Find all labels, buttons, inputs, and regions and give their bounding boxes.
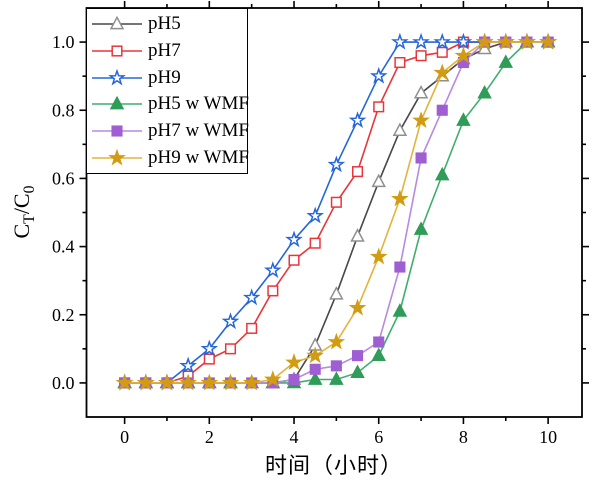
svg-text:0.8: 0.8 — [52, 100, 75, 120]
svg-text:2: 2 — [205, 427, 214, 447]
svg-text:0.6: 0.6 — [52, 168, 75, 188]
legend-label-ph7: pH7 — [148, 39, 181, 61]
svg-text:10: 10 — [539, 427, 557, 447]
legend-item-ph5: pH5 — [91, 12, 247, 37]
legend-marker-ph5-wmf-icon — [91, 93, 143, 115]
legend-marker-ph7-icon — [91, 40, 143, 62]
svg-text:8: 8 — [459, 427, 468, 447]
svg-text:0.0: 0.0 — [52, 373, 75, 393]
legend-marker-ph7-wmf-icon — [91, 120, 143, 142]
legend-marker-ph9-wmf-icon — [91, 147, 143, 169]
legend-item-ph7-wmf: pH7 w WMF — [91, 118, 249, 143]
legend-item-ph9: pH9 — [91, 65, 247, 90]
svg-text:0: 0 — [120, 427, 129, 447]
legend: pH5 pH7 pH9 pH5 w WMF pH7 w WMF pH9 w WM… — [86, 8, 249, 174]
legend-item-ph5-wmf: pH5 w WMF — [91, 92, 249, 117]
legend-label-ph9-wmf: pH9 w WMF — [148, 146, 249, 168]
legend-item-ph7: pH7 — [91, 38, 247, 63]
legend-marker-ph5-icon — [91, 13, 143, 35]
legend-marker-ph9-icon — [91, 67, 143, 89]
legend-label-ph5-wmf: pH5 w WMF — [148, 93, 249, 115]
legend-label-ph7-wmf: pH7 w WMF — [148, 119, 249, 141]
x-axis-title: 时间（小时） — [264, 453, 403, 478]
legend-label-ph5: pH5 — [148, 13, 181, 35]
y-axis-title: CT/C0 — [8, 185, 39, 239]
legend-item-ph9-wmf: pH9 w WMF — [91, 145, 249, 170]
svg-text:1.0: 1.0 — [52, 32, 75, 52]
legend-label-ph9: pH9 — [148, 66, 181, 88]
svg-text:0.4: 0.4 — [52, 237, 75, 257]
svg-text:0.2: 0.2 — [52, 305, 75, 325]
svg-text:4: 4 — [290, 427, 299, 447]
svg-text:6: 6 — [374, 427, 383, 447]
